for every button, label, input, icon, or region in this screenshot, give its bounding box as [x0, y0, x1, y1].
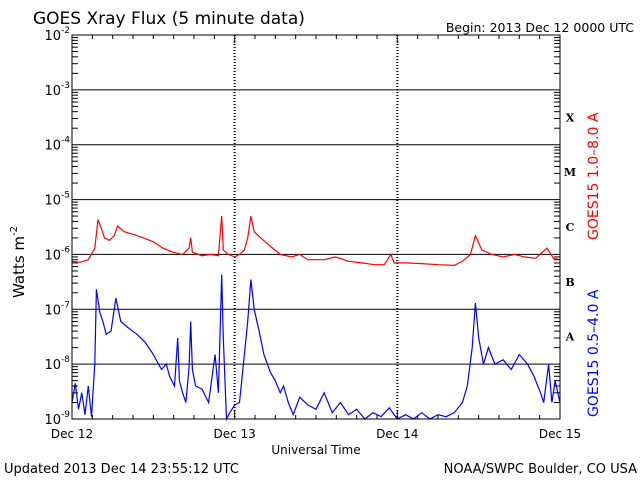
y-axis-label: Watts m-2: [9, 226, 28, 298]
y-tick-label: 10-6: [44, 245, 70, 263]
begin-time: Begin: 2013 Dec 12 0000 UTC: [446, 20, 634, 35]
y-tick-label: 10-7: [44, 300, 70, 318]
flare-class-C: C: [566, 221, 575, 234]
grid-lines: [72, 35, 560, 419]
series-lines: [71, 215, 561, 422]
legend-series-1: GOES15 1.0–8.0 A: [586, 112, 602, 240]
legend-series-2: GOES15 0.5–4.0 A: [586, 289, 602, 417]
flare-class-B: B: [565, 276, 574, 289]
y-tick-label: 10-8: [44, 355, 70, 373]
y-tick-label: 10-5: [44, 191, 70, 209]
x-tick-label: Dec 14: [376, 427, 418, 441]
y-tick-label: 10-3: [44, 81, 70, 99]
y-tick-label: 10-9: [44, 410, 70, 428]
x-tick-label: Dec 12: [51, 427, 93, 441]
x-axis: Dec 12 Dec 13 Dec 14 Dec 15: [51, 35, 581, 441]
flare-class-X: X: [566, 111, 575, 124]
flare-class-A: A: [565, 331, 575, 344]
updated-timestamp: Updated 2013 Dec 14 23:55:12 UTC: [4, 462, 239, 477]
chart-title: GOES Xray Flux (5 minute data): [33, 9, 305, 29]
series-line-2: [71, 274, 561, 422]
x-axis-label: Universal Time: [271, 443, 360, 457]
x-tick-label: Dec 15: [539, 427, 581, 441]
y-axis-label-text: Watts m: [10, 236, 28, 298]
series-line-1: [71, 215, 561, 267]
y-axis: 10-9 10-8 10-7 10-6 10-5 10-4 10-3 10-2: [44, 26, 560, 428]
y-axis-label-exponent: -2: [9, 226, 20, 236]
y-tick-label: 10-2: [44, 26, 70, 44]
x-tick-label: Dec 13: [214, 427, 256, 441]
y-tick-label: 10-4: [44, 136, 70, 154]
credit-text: NOAA/SWPC Boulder, CO USA: [444, 462, 637, 477]
flare-class-labels: X M C B A: [564, 111, 576, 343]
flare-class-M: M: [564, 166, 576, 179]
